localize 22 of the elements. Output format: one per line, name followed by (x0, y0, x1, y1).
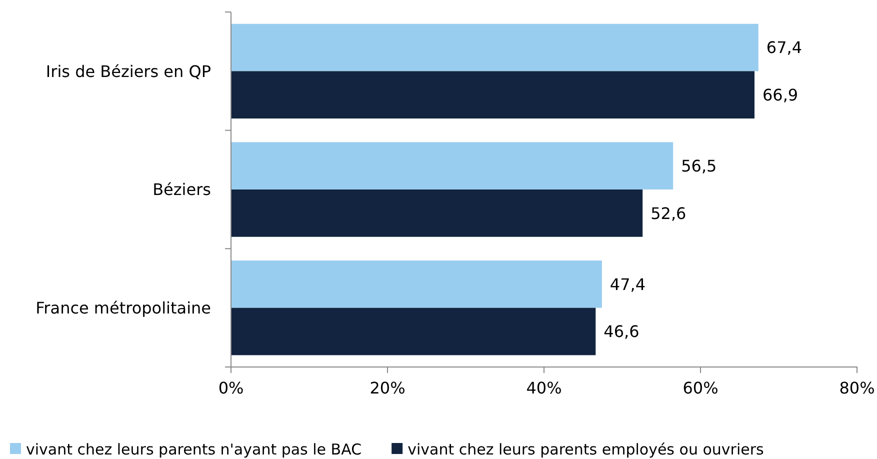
data-label: 66,9 (762, 85, 798, 104)
bar (231, 24, 758, 72)
y-tick-label: France métropolitaine (36, 298, 211, 318)
legend-label: vivant chez leurs parents employés ou ouvriers (408, 440, 764, 458)
y-tick-label: Béziers (152, 180, 211, 200)
data-label: 52,6 (650, 204, 686, 223)
x-tick-label: 20% (370, 378, 406, 398)
data-label: 47,4 (610, 274, 646, 294)
legend-label: vivant chez leurs parents n'ayant pas le BAC (26, 440, 362, 458)
data-label: 67,4 (766, 38, 802, 58)
x-tick-label: 0% (218, 378, 244, 398)
bar (231, 190, 643, 237)
x-tick-label: 80% (839, 378, 875, 398)
data-label: 46,6 (604, 322, 640, 342)
bar (231, 71, 754, 118)
bar (231, 260, 602, 308)
x-tick-label: 60% (682, 378, 718, 398)
y-tick-label: Iris de Béziers en QP (46, 62, 212, 81)
data-label: 56,5 (681, 156, 717, 176)
bar (231, 142, 674, 190)
x-tick-label: 40% (526, 378, 562, 398)
bar (231, 308, 596, 356)
